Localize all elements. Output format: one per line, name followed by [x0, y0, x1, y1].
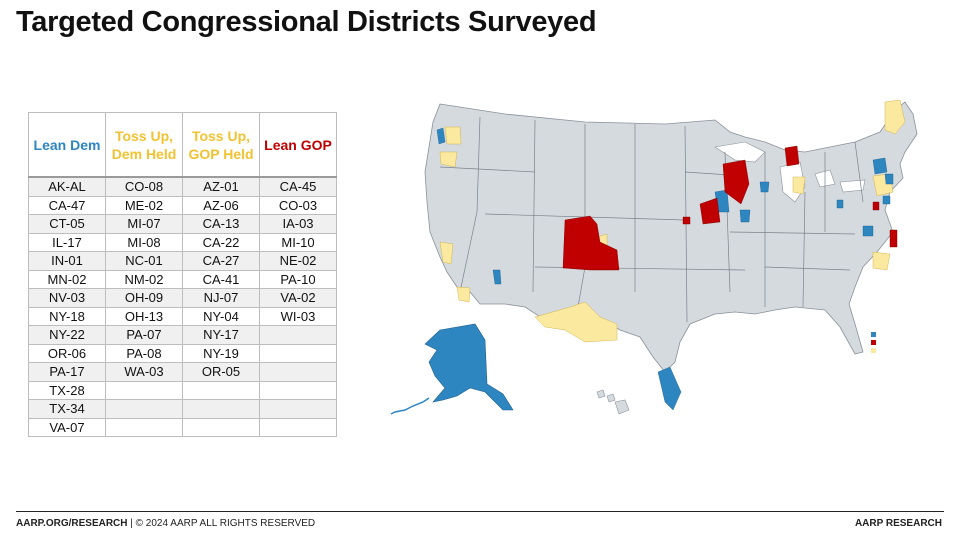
- table-cell: [182, 417, 260, 437]
- table-cell: IN-01: [28, 251, 106, 271]
- table-row: NV-03 OH-09 NJ-07 VA-02: [28, 288, 337, 308]
- footer-copyright: AARP.ORG/RESEARCH | © 2024 AARP ALL RIGH…: [16, 518, 315, 529]
- table-cell: NJ-07: [182, 288, 260, 308]
- table-cell: [259, 343, 337, 363]
- table-cell: [259, 380, 337, 400]
- table-cell: TX-28: [28, 380, 106, 400]
- table-row: MN-02 NM-02 CA-41 PA-10: [28, 269, 337, 289]
- table-cell: NY-22: [28, 325, 106, 345]
- table-cell: [105, 399, 183, 419]
- table-cell: NM-02: [105, 269, 183, 289]
- table-cell: MI-08: [105, 232, 183, 252]
- table-row: IL-17 MI-08 CA-22 MI-10: [28, 232, 337, 252]
- table-row: OR-06 PA-08 NY-19: [28, 343, 337, 363]
- table-cell: NY-19: [182, 343, 260, 363]
- map-hawaii: [596, 389, 630, 415]
- column-header: Toss Up, Dem Held: [105, 112, 183, 178]
- footer-rights: | © 2024 AARP ALL RIGHTS RESERVED: [127, 518, 316, 529]
- table-cell: TX-34: [28, 399, 106, 419]
- table-cell: VA-07: [28, 417, 106, 437]
- table-row: NY-18 OH-13 NY-04 WI-03: [28, 306, 337, 326]
- table-cell: [259, 417, 337, 437]
- table-body: AK-AL CO-08 AZ-01 CA-45 CA-47 ME-02 AZ-06 CO-03…: [28, 176, 337, 437]
- table-cell: [259, 399, 337, 419]
- table-row: NY-22 PA-07 NY-17: [28, 325, 337, 345]
- table-cell: OR-06: [28, 343, 106, 363]
- table-cell: [182, 399, 260, 419]
- table-cell: [105, 417, 183, 437]
- table-row: CT-05 MI-07 CA-13 IA-03: [28, 214, 337, 234]
- table-header-row: Lean Dem Toss Up, Dem Held Toss Up, GOP He…: [28, 112, 337, 178]
- table-cell: CA-41: [182, 269, 260, 289]
- table-cell: CA-47: [28, 195, 106, 215]
- footer-divider: [16, 511, 944, 512]
- table-row: PA-17 WA-03 OR-05: [28, 362, 337, 382]
- footer-site-link[interactable]: AARP.ORG/RESEARCH: [16, 518, 128, 529]
- table-cell: CT-05: [28, 214, 106, 234]
- table-cell: VA-02: [259, 288, 337, 308]
- table-cell: CA-13: [182, 214, 260, 234]
- table-cell: MI-07: [105, 214, 183, 234]
- map-territory-blue: [871, 332, 876, 337]
- table-cell: [105, 380, 183, 400]
- us-district-map: [385, 92, 945, 427]
- table-cell: OH-09: [105, 288, 183, 308]
- table-cell: CA-27: [182, 251, 260, 271]
- map-lean-dem-regions: [436, 127, 894, 411]
- table-cell: IL-17: [28, 232, 106, 252]
- page-title: Targeted Congressional Districts Surveye…: [16, 6, 597, 38]
- map-contiguous-us: [424, 101, 918, 373]
- table-cell: MI-10: [259, 232, 337, 252]
- table-cell: NY-17: [182, 325, 260, 345]
- districts-table: Lean Dem Toss Up, Dem Held Toss Up, GOP He…: [28, 112, 337, 437]
- footer-brand: AARP RESEARCH: [854, 518, 942, 529]
- table-cell: ME-02: [105, 195, 183, 215]
- table-row: TX-28: [28, 380, 337, 400]
- column-header: Lean GOP: [259, 112, 337, 178]
- table-cell: AZ-06: [182, 195, 260, 215]
- table-row: CA-47 ME-02 AZ-06 CO-03: [28, 195, 337, 215]
- table-cell: IA-03: [259, 214, 337, 234]
- table-cell: AZ-01: [182, 176, 260, 197]
- table-cell: [182, 380, 260, 400]
- table-cell: NV-03: [28, 288, 106, 308]
- map-toss-up-regions: [439, 99, 906, 343]
- map-lean-gop-regions: [562, 145, 898, 271]
- table-cell: PA-07: [105, 325, 183, 345]
- map-svg: [390, 99, 918, 415]
- map-territory-yellow: [871, 348, 876, 353]
- table-cell: NY-04: [182, 306, 260, 326]
- table-cell: AK-AL: [28, 176, 106, 197]
- table-row: VA-07: [28, 417, 337, 437]
- table-cell: NE-02: [259, 251, 337, 271]
- map-territory-red: [871, 340, 876, 345]
- table-cell: PA-17: [28, 362, 106, 382]
- table-cell: NC-01: [105, 251, 183, 271]
- table-cell: CO-08: [105, 176, 183, 197]
- table-cell: MN-02: [28, 269, 106, 289]
- table-cell: WI-03: [259, 306, 337, 326]
- table-cell: [259, 325, 337, 345]
- column-header: Lean Dem: [28, 112, 106, 178]
- table-cell: WA-03: [105, 362, 183, 382]
- table-cell: OH-13: [105, 306, 183, 326]
- map-great-lakes: [714, 141, 866, 203]
- map-alaska: [424, 323, 514, 411]
- table-cell: OR-05: [182, 362, 260, 382]
- table-cell: CO-03: [259, 195, 337, 215]
- table-cell: PA-08: [105, 343, 183, 363]
- table-cell: PA-10: [259, 269, 337, 289]
- table-cell: CA-22: [182, 232, 260, 252]
- table-row: AK-AL CO-08 AZ-01 CA-45: [28, 176, 337, 197]
- map-aleutians: [390, 397, 430, 415]
- table-row: IN-01 NC-01 CA-27 NE-02: [28, 251, 337, 271]
- table-cell: [259, 362, 337, 382]
- table-cell: NY-18: [28, 306, 106, 326]
- table-row: TX-34: [28, 399, 337, 419]
- table-cell: CA-45: [259, 176, 337, 197]
- column-header: Toss Up, GOP Held: [182, 112, 260, 178]
